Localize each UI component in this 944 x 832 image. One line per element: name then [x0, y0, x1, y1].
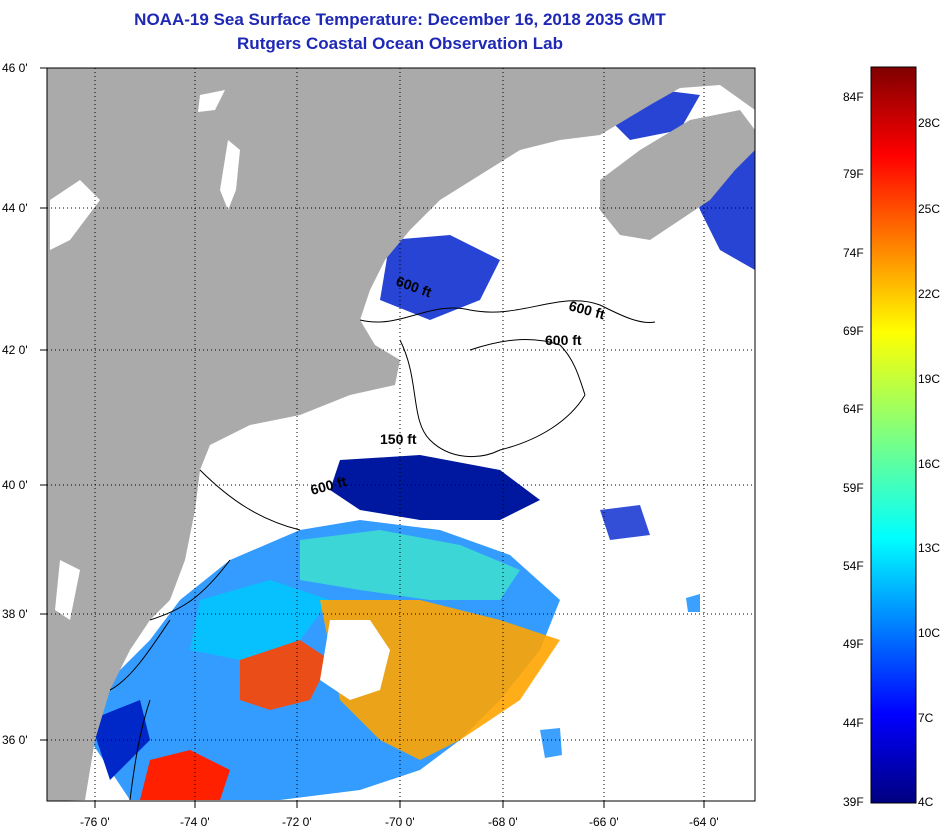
colorbar-label-f: 49F	[843, 637, 864, 651]
colorbar-label-c: 4C	[918, 795, 934, 809]
colorbar-label-f: 54F	[843, 559, 864, 573]
colorbar-label-c: 13C	[918, 541, 941, 555]
lat-label: 36 0'	[2, 733, 28, 747]
depth-contours	[109, 300, 656, 801]
colorbar-label-c: 10C	[918, 626, 941, 640]
lon-label: -76 0'	[80, 815, 110, 829]
colorbar-label-f: 44F	[843, 716, 864, 730]
map-subtitle: Rutgers Coastal Ocean Observation Lab	[237, 34, 563, 53]
contour-label: 150 ft	[380, 431, 417, 447]
colorbar-label-c: 16C	[918, 457, 941, 471]
colorbar-label-c: 28C	[918, 116, 941, 130]
colorbar-label-f: 79F	[843, 167, 864, 181]
axis-ticks	[40, 67, 705, 808]
lat-label: 38 0'	[2, 607, 28, 621]
lat-label: 46 0'	[2, 61, 28, 75]
lakes	[50, 90, 240, 620]
contour-label: 600 ft	[545, 332, 582, 348]
lat-label: 42 0'	[2, 343, 28, 357]
colorbar-label-f: 74F	[843, 246, 864, 260]
colorbar-label-c: 19C	[918, 372, 941, 386]
temperature-colorbar	[870, 66, 917, 804]
colorbar-label-f: 69F	[843, 324, 864, 338]
map-frame	[46, 67, 756, 802]
lon-label: -70 0'	[385, 815, 415, 829]
colorbar-label-c: 25C	[918, 202, 941, 216]
colorbar-label-f: 84F	[843, 90, 864, 104]
colorbar-label-f: 64F	[843, 402, 864, 416]
lat-label: 40 0'	[2, 478, 28, 492]
colorbar-label-f: 39F	[843, 795, 864, 809]
lon-label: -66 0'	[589, 815, 619, 829]
colorbar-label-c: 7C	[918, 711, 934, 725]
colorbar-label-f: 59F	[843, 481, 864, 495]
land-mass	[47, 68, 755, 801]
lon-label: -74 0'	[180, 815, 210, 829]
lon-label: -64 0'	[689, 815, 719, 829]
colorbar-label-c: 22C	[918, 287, 941, 301]
map-title: NOAA-19 Sea Surface Temperature: Decembe…	[134, 10, 666, 29]
lat-label: 44 0'	[2, 201, 28, 215]
lon-label: -68 0'	[488, 815, 518, 829]
lon-label: -72 0'	[282, 815, 312, 829]
